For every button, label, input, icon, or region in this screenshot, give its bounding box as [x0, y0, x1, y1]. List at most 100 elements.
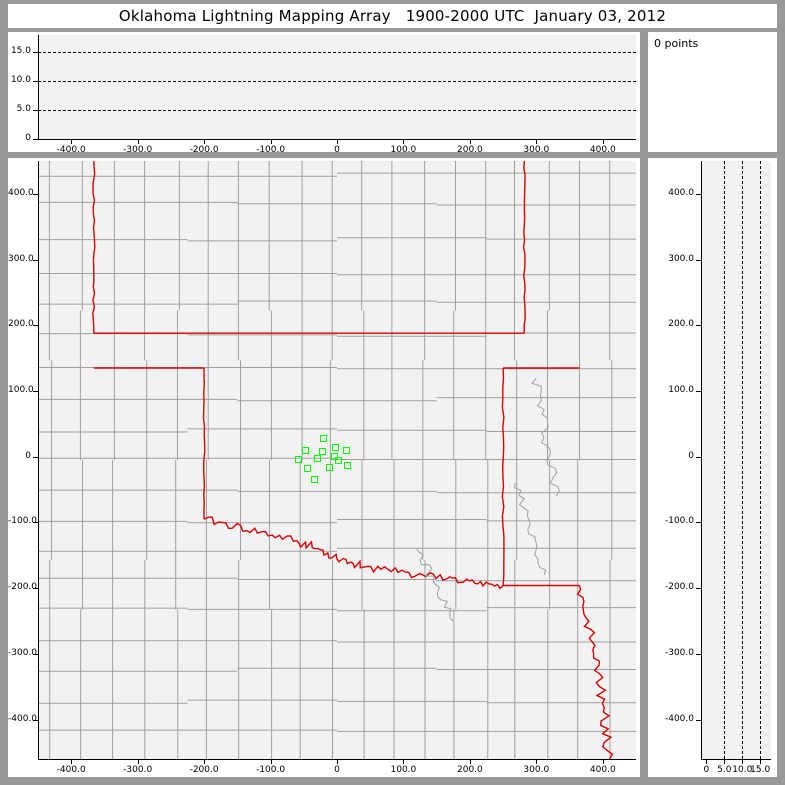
y-tick: [696, 325, 701, 327]
map-plot-area[interactable]: [38, 161, 636, 759]
lightning-source-marker: [342, 446, 350, 454]
x-tick: [469, 759, 471, 764]
y-tick: [696, 391, 701, 392]
height-east-y-axis: [701, 161, 702, 760]
x-tick: [71, 759, 73, 764]
state-boundary: [203, 516, 504, 590]
y-tick: [33, 110, 38, 112]
x-tick: [706, 759, 708, 764]
height-east-panel[interactable]: -400.0 -300.0 -200.0 -100.0 0 100.0 200.0 300.0…: [648, 158, 777, 777]
x-tick: [602, 759, 604, 764]
x-tick: [403, 759, 405, 764]
x-tick: [536, 139, 538, 144]
y-tick-label: 0: [25, 450, 31, 461]
x-tick-label: -200.0: [189, 145, 219, 155]
y-tick-label: 300.0: [668, 253, 694, 264]
plan-view-map-panel[interactable]: -400.0 -300.0 -200.0 -100.0 0 100.0 200.0 300.0…: [8, 158, 640, 777]
y-tick-label: 300.0: [8, 253, 34, 264]
x-tick: [137, 759, 139, 764]
time-height-plot-area[interactable]: [38, 35, 636, 139]
x-tick-label: -100.0: [256, 765, 286, 775]
y-tick: [33, 52, 38, 54]
gridline-vertical: [724, 161, 726, 759]
y-tick-label: -100.0: [8, 516, 38, 527]
y-tick-label: 5.0: [16, 104, 31, 115]
y-tick: [33, 81, 38, 83]
lightning-source-marker: [295, 455, 302, 463]
county-boundary: [416, 548, 454, 622]
y-tick: [33, 259, 38, 261]
x-tick-label: 100.0: [390, 145, 417, 155]
window-title-bar: Oklahoma Lightning Mapping Array 1900-20…: [8, 4, 777, 28]
county-boundary: [531, 377, 560, 497]
x-tick: [760, 759, 762, 764]
gridline-vertical: [760, 161, 762, 759]
lightning-source-marker: [301, 446, 309, 454]
x-tick-label: -200.0: [189, 765, 219, 775]
time-height-y-axis: [38, 35, 39, 140]
x-tick: [469, 139, 471, 144]
lightning-source-marker: [344, 462, 352, 470]
y-tick: [33, 325, 38, 327]
y-tick-label: 0: [688, 450, 694, 461]
lightning-source-marker: [310, 475, 318, 483]
lightning-source-marker: [313, 454, 321, 462]
y-tick-label: 10.0: [10, 75, 31, 86]
y-tick: [33, 456, 38, 458]
y-tick-label: -400.0: [8, 713, 38, 724]
x-tick-label: 0: [334, 765, 340, 775]
y-tick-label: 200.0: [8, 319, 34, 330]
lightning-source-marker: [334, 457, 342, 465]
x-tick-label: 400.0: [589, 145, 616, 155]
lightning-source-marker: [320, 434, 328, 442]
y-tick: [33, 193, 38, 195]
x-tick-label: 400.0: [589, 765, 616, 775]
y-tick-label: -200.0: [664, 582, 694, 593]
state-boundary: [576, 585, 614, 759]
lightning-source-marker: [304, 465, 312, 472]
y-tick-label: 400.0: [8, 187, 34, 198]
x-tick-label: 10.0: [732, 765, 753, 775]
x-tick: [724, 759, 726, 764]
y-tick-label: -200.0: [8, 582, 38, 593]
x-tick: [602, 139, 604, 144]
x-tick-label: -300.0: [123, 765, 153, 775]
y-tick-label: 200.0: [668, 319, 694, 330]
x-tick-label: 100.0: [390, 765, 417, 775]
x-tick: [337, 139, 338, 144]
page-title: Oklahoma Lightning Mapping Array 1900-20…: [118, 7, 667, 25]
map-y-axis: [38, 161, 39, 760]
x-tick-label: 300.0: [523, 765, 550, 775]
height-east-plot-area[interactable]: [701, 161, 771, 759]
state-boundary: [202, 367, 206, 520]
x-tick-label: 0: [703, 765, 710, 775]
point-count-label: 0 points: [654, 37, 699, 50]
y-tick-label: 100.0: [8, 385, 34, 395]
y-tick: [33, 391, 38, 392]
x-tick-label: -100.0: [256, 145, 286, 155]
x-tick-label: -300.0: [123, 145, 153, 155]
y-tick: [696, 259, 701, 261]
y-tick-label: -100.0: [664, 516, 694, 527]
x-tick-label: 200.0: [457, 145, 483, 155]
y-tick: [33, 719, 38, 721]
x-tick: [204, 139, 206, 144]
y-tick-label: 15.0: [10, 46, 31, 57]
y-tick-label: 400.0: [668, 187, 694, 198]
county-state-boundaries: [38, 161, 636, 759]
height-east-x-axis: [701, 759, 771, 760]
lightning-source-marker: [332, 444, 340, 451]
x-tick-label: 5.0: [717, 765, 732, 775]
state-boundary: [522, 161, 526, 334]
x-tick: [270, 139, 272, 144]
x-tick: [337, 759, 338, 764]
gridline-vertical: [742, 161, 744, 759]
state-boundary: [92, 161, 96, 334]
y-tick: [33, 588, 38, 590]
y-tick: [696, 456, 701, 458]
y-tick-label: 0: [25, 133, 31, 143]
time-height-panel[interactable]: 0 5.0 10.0 15.0 -400.0 -300.0 -200.0 -100.0 0 100…: [8, 32, 640, 155]
y-tick-label: 100.0: [668, 385, 694, 395]
gridline-horizontal: [38, 52, 636, 54]
